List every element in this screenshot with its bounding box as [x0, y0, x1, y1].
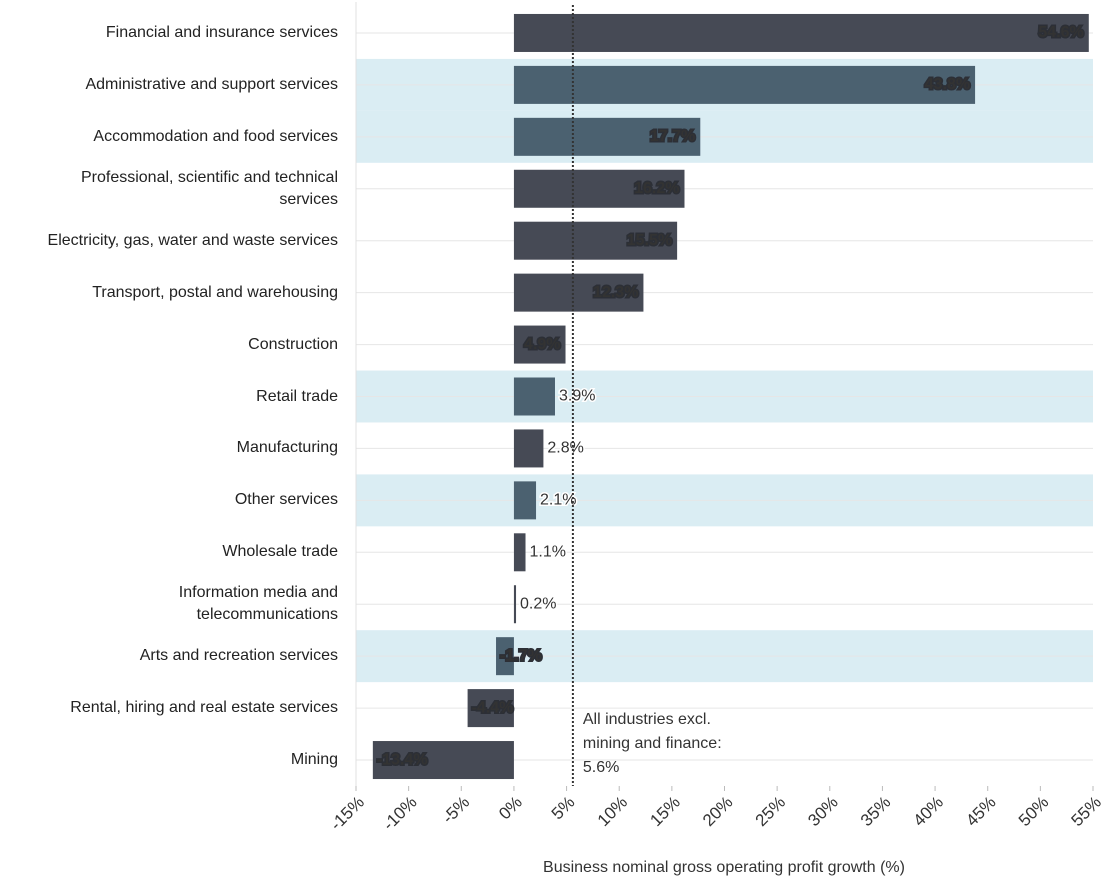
category-label: Retail trade	[256, 387, 338, 405]
bar	[496, 637, 514, 676]
category-label: Information media and telecommunications	[178, 584, 338, 624]
x-tick-label: 45%	[962, 793, 999, 830]
bar	[467, 689, 514, 728]
category-label: Mining	[290, 751, 338, 769]
bar	[513, 65, 976, 104]
x-tick-label: 5%	[548, 793, 579, 824]
bar	[513, 273, 644, 312]
category-label: Electricity, gas, water and waste servic…	[47, 231, 338, 249]
x-tick-label: 30%	[804, 793, 841, 830]
category-label: Manufacturing	[236, 439, 338, 457]
value-label: 1.1%	[530, 544, 566, 561]
value-label: 54.6%	[1038, 24, 1083, 41]
bar	[513, 429, 544, 468]
x-tick-label: 35%	[857, 793, 894, 830]
category-label: Accommodation and food services	[93, 127, 338, 145]
bar	[513, 13, 1089, 52]
value-label: -13.4%	[377, 751, 428, 768]
bar	[513, 325, 566, 364]
value-label: 3.9%	[559, 388, 595, 405]
category-label: Financial and insurance services	[105, 23, 338, 41]
bands	[356, 58, 1093, 683]
x-axis-title: Business nominal gross operating profit …	[543, 859, 905, 876]
value-label: 16.2%	[634, 180, 679, 197]
bar	[513, 533, 526, 572]
x-tick-label: 55%	[1068, 793, 1105, 830]
bar	[513, 169, 685, 208]
bar	[513, 221, 678, 260]
reference-annotation: mining and finance:	[583, 735, 722, 752]
bar	[513, 377, 555, 416]
bars	[372, 13, 1089, 780]
x-tick-label: 10%	[594, 793, 631, 830]
category-label: Transport, postal and warehousing	[92, 283, 338, 301]
category-label: Construction	[248, 335, 338, 353]
category-label: Rental, hiring and real estate services	[70, 699, 338, 717]
bar	[513, 481, 537, 520]
value-label: -4.4%	[472, 699, 514, 716]
x-tick-label: 50%	[1015, 793, 1052, 830]
category-label: Arts and recreation services	[139, 647, 338, 665]
value-label: 15.5%	[627, 232, 672, 249]
x-tick-label: -5%	[438, 793, 473, 828]
x-tick-label: -15%	[327, 793, 368, 834]
x-tick-label: 25%	[752, 793, 789, 830]
value-label: 0.2%	[520, 595, 556, 612]
reference-annotation: 5.6%	[583, 759, 619, 776]
value-label: -1.7%	[500, 647, 542, 664]
value-label: 17.7%	[650, 128, 695, 145]
category-label: Professional, scientific and technical s…	[80, 168, 338, 208]
category-label: Administrative and support services	[85, 75, 338, 93]
value-label: 43.8%	[925, 76, 970, 93]
x-tick-label: -10%	[379, 793, 420, 834]
x-tick-label: 40%	[910, 793, 947, 830]
x-tick-label: 15%	[646, 793, 683, 830]
bar	[513, 585, 517, 624]
x-tick-label: 0%	[495, 793, 526, 824]
bar	[513, 117, 701, 156]
x-tick-label: 20%	[699, 793, 736, 830]
category-label: Other services	[234, 491, 338, 509]
category-label: Wholesale trade	[222, 543, 338, 561]
reference-annotation: All industries excl.	[583, 711, 711, 728]
value-label: 4.9%	[524, 336, 560, 353]
bar	[372, 741, 514, 780]
value-label: 2.8%	[547, 440, 583, 457]
value-label: 12.3%	[593, 284, 638, 301]
value-label: 2.1%	[540, 492, 576, 509]
